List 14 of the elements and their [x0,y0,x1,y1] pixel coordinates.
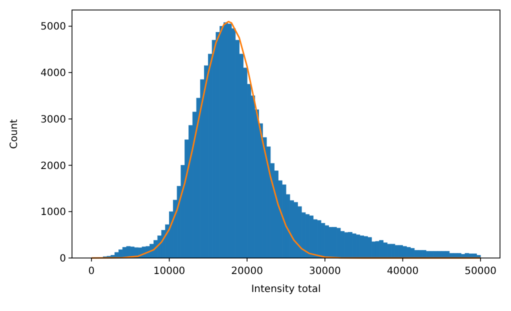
y-tick-label: 4000 [40,68,66,80]
y-axis-title: Count [9,119,20,149]
x-tick-label: 40000 [386,266,419,277]
x-tick-label: 0 [88,266,95,277]
x-axis-title: Intensity total [251,284,321,295]
y-tick-label: 5000 [40,22,66,33]
x-tick-label: 10000 [153,266,186,277]
y-tick-label: 0 [60,254,66,264]
y-tick-label: 2000 [40,160,66,172]
y-tick-label: 1000 [40,207,66,218]
x-tick-label: 50000 [464,266,496,277]
x-tick-label: 30000 [309,266,341,277]
x-tick-label: 20000 [231,266,263,277]
y-tick-label: 3000 [40,114,66,126]
